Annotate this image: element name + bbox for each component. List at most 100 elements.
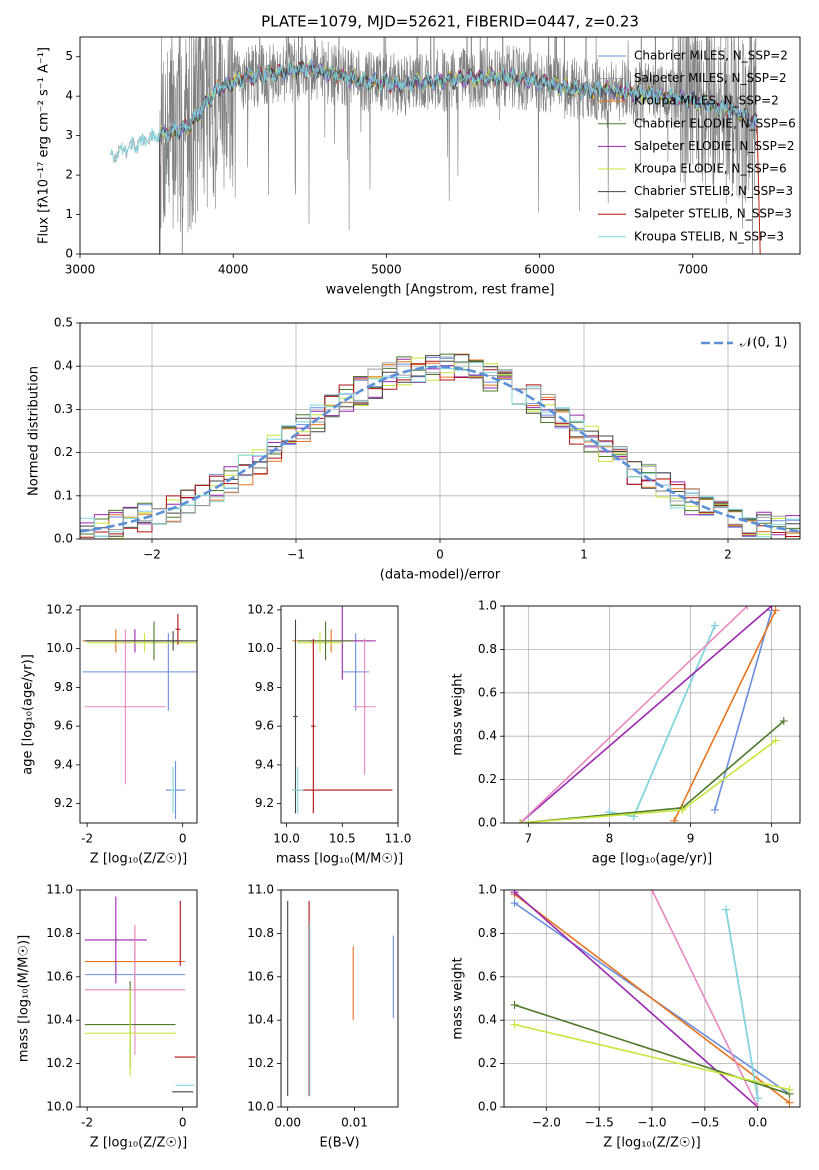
residuals-xtick-label: 0: [436, 548, 444, 562]
legend-label: Kroupa ELODIE, N_SSP=6: [634, 162, 787, 176]
age_vs_mass-ytick-label: 9.2: [255, 796, 274, 810]
age_vs_Z-axes: -2 0 9.2 9.4 9.6 9.8 10.0 10.2 Z [log₁₀(Z/Z☉)] ag…: [21, 602, 188, 866]
residuals-axes: −2 −1 0 1 2 0.0 0.1 0.2 0.3 0.4 0.5 (data-model)/er…: [27, 316, 800, 583]
spectrum-legend: Chabrier MILES, N_SSP=2 Salpeter MILES, N…: [598, 49, 796, 243]
residuals-legend: 𝒩(0, 1): [701, 336, 787, 351]
weight_vs_age-series-line: [673, 609, 777, 822]
residuals-ytick-label: 0.0: [54, 532, 73, 546]
weight_vs_Z-marker: [753, 1103, 762, 1107]
mass_vs_ebv-xtick-label: 0.00: [274, 1116, 301, 1130]
residuals-ytick-label: 0.1: [54, 488, 73, 502]
weight_vs_Z-series-line: [651, 890, 759, 1107]
spectrum-plot: [110, 37, 761, 254]
weight_vs_Z-axes: −2.0 −1.5 −1.0 −0.5 0.0 0.0 0.2 0.4 0.6 0.8 1.0 Z […: [451, 883, 800, 1151]
weight_vs_Z-marker: [722, 905, 730, 914]
weight_vs_age-ytick-label: 0.6: [478, 685, 497, 699]
weight_vs_Z-ytick-label: 0.4: [478, 1013, 497, 1027]
weight_vs_Z-marker: [510, 899, 519, 908]
age_vs_mass-axes: 10.0 10.5 11.0 9.2 9.4 9.6 9.8 10.0 10.2 mass [lo…: [247, 602, 411, 866]
weight_vs_Z-marker: [510, 1020, 519, 1029]
residuals-ytick-label: 0.3: [54, 402, 73, 416]
weight_vs_Z-xtick-label: −0.5: [690, 1116, 719, 1130]
spectrum-axes: 3000 4000 5000 6000 7000 0 1 2 3 4 5 wavelength [An…: [37, 47, 709, 298]
weight_vs_age-marker: [710, 621, 719, 630]
weight_vs_Z-series-line: [514, 891, 759, 1107]
mass_vs_ebv-axes: 0.00 0.01 10.0 10.2 10.4 10.6 10.8 11.0 E(B-V): [247, 883, 368, 1151]
weight_vs_Z-ytick-label: 0.0: [478, 1100, 497, 1114]
legend-label: Chabrier ELODIE, N_SSP=6: [634, 116, 796, 130]
spectrum-xtick-label: 6000: [524, 263, 555, 277]
weight_vs_age-marker: [771, 606, 780, 615]
age_vs_Z-plot: [82, 613, 197, 820]
residuals-frame: [79, 322, 801, 540]
residuals-xtick-label: −1: [287, 548, 305, 562]
age_vs_Z-ytick-label: 9.6: [54, 719, 73, 733]
legend-label: Salpeter ELODIE, N_SSP=2: [634, 139, 795, 153]
spectrum-ytick-label: 1: [65, 207, 73, 221]
legend-label: Salpeter MILES, N_SSP=2: [634, 71, 787, 85]
mass_vs_Z-xtick-label: -2: [81, 1116, 93, 1130]
age_vs_Z-ytick-label: 9.4: [54, 757, 73, 771]
spectrum-xtick-label: 4000: [218, 263, 249, 277]
residuals-xtick-label: 1: [580, 548, 588, 562]
mass_vs_Z-ytick-label: 10.6: [46, 969, 73, 983]
weight_vs_age-marker: [779, 717, 788, 726]
legend-label: Chabrier STELIB, N_SSP=3: [634, 184, 793, 198]
weight_vs_age-ylabel: mass weight: [451, 673, 466, 755]
weight_vs_age-marker: [516, 819, 525, 823]
spectrum-xlabel: wavelength [Angstrom, rest frame]: [326, 283, 555, 298]
age_vs_Z-ylabel: age [log₁₀(age/yr)]: [21, 654, 36, 775]
spectrum-ytick-label: 4: [65, 89, 73, 103]
mass_vs_Z-ytick-label: 10.4: [46, 1013, 73, 1027]
residuals-ytick-label: 0.2: [54, 445, 73, 459]
residuals-xtick-label: −2: [143, 548, 161, 562]
residuals-ytick-label: 0.5: [54, 316, 73, 330]
mass_vs_Z-axes: -2 0 10.0 10.2 10.4 10.6 10.8 11.0 Z [log₁₀(Z/Z☉…: [17, 883, 188, 1151]
mass_vs_ebv-xlabel: E(B-V): [319, 1136, 359, 1151]
weight_vs_Z-xtick-label: −1.0: [637, 1116, 666, 1130]
weight_vs_age-xtick-label: 10: [764, 832, 779, 846]
spectrum-ylabel: Flux [fλ10⁻¹⁷ erg cm⁻² s⁻¹ A⁻¹]: [37, 47, 52, 244]
weight_vs_Z-marker: [648, 890, 656, 894]
weight_vs_age-marker: [678, 805, 687, 814]
age_vs_Z-xtick-label: 0: [179, 832, 187, 846]
age_vs_mass-ytick-label: 9.6: [255, 719, 274, 733]
weight_vs_Z-xtick-label: −2.0: [532, 1116, 561, 1130]
mass_vs_ebv-xtick-label: 0.01: [341, 1116, 368, 1130]
mass_vs_Z-plot: [84, 896, 196, 1093]
residuals-xtick-label: 2: [724, 548, 732, 562]
weight_vs_Z-ytick-label: 1.0: [478, 883, 497, 897]
age_vs_Z-ytick-label: 10.0: [46, 641, 73, 655]
weight_vs_Z-ytick-label: 0.8: [478, 926, 497, 940]
spectrum-ytick-label: 3: [65, 128, 73, 142]
weight_vs_age-plot: [516, 606, 788, 823]
legend-label: Chabrier MILES, N_SSP=2: [634, 49, 788, 63]
weight_vs_Z-plot: [510, 890, 794, 1107]
age_vs_Z-ytick-label: 10.2: [46, 602, 73, 616]
weight_vs_age-marker: [771, 736, 780, 745]
weight_vs_age-ytick-label: 1.0: [478, 599, 497, 613]
weight_vs_age-series-line: [714, 610, 773, 811]
spectrum-model-k_stelib: [110, 59, 758, 163]
residuals-xlabel: (data-model)/error: [380, 568, 501, 583]
mass_vs_Z-frame: [79, 889, 198, 1108]
age_vs_mass-ytick-label: 10.0: [247, 641, 274, 655]
weight_vs_age-series-line: [519, 606, 773, 823]
legend-label: Salpeter STELIB, N_SSP=3: [634, 207, 792, 221]
age_vs_mass-ytick-label: 10.2: [247, 602, 274, 616]
spectrum-title: PLATE=1079, MJD=52621, FIBERID=0447, z=0…: [261, 13, 639, 31]
weight_vs_age-xlabel: age [log₁₀(age/yr)]: [592, 852, 713, 867]
weight_vs_age-marker: [670, 816, 679, 823]
weight_vs_age-axes: 7 8 9 10 0.0 0.2 0.4 0.6 0.8 1.0 age [log₁₀(age/yr…: [451, 599, 800, 867]
age_vs_mass-frame: [280, 605, 399, 824]
histogram-s_miles: [80, 356, 800, 539]
weight_vs_Z-xtick-label: −1.5: [585, 1116, 614, 1130]
spectrum-ytick-label: 5: [65, 49, 73, 63]
weight_vs_Z-marker: [510, 890, 519, 897]
mass_vs_Z-xtick-label: 0: [179, 1116, 187, 1130]
weight_vs_Z-frame: [503, 889, 801, 1108]
weight_vs_Z-xlabel: Z [log₁₀(Z/Z☉)]: [603, 1136, 700, 1151]
age_vs_Z-ytick-label: 9.8: [54, 680, 73, 694]
mass_vs_Z-xlabel: Z [log₁₀(Z/Z☉)]: [90, 1136, 187, 1151]
